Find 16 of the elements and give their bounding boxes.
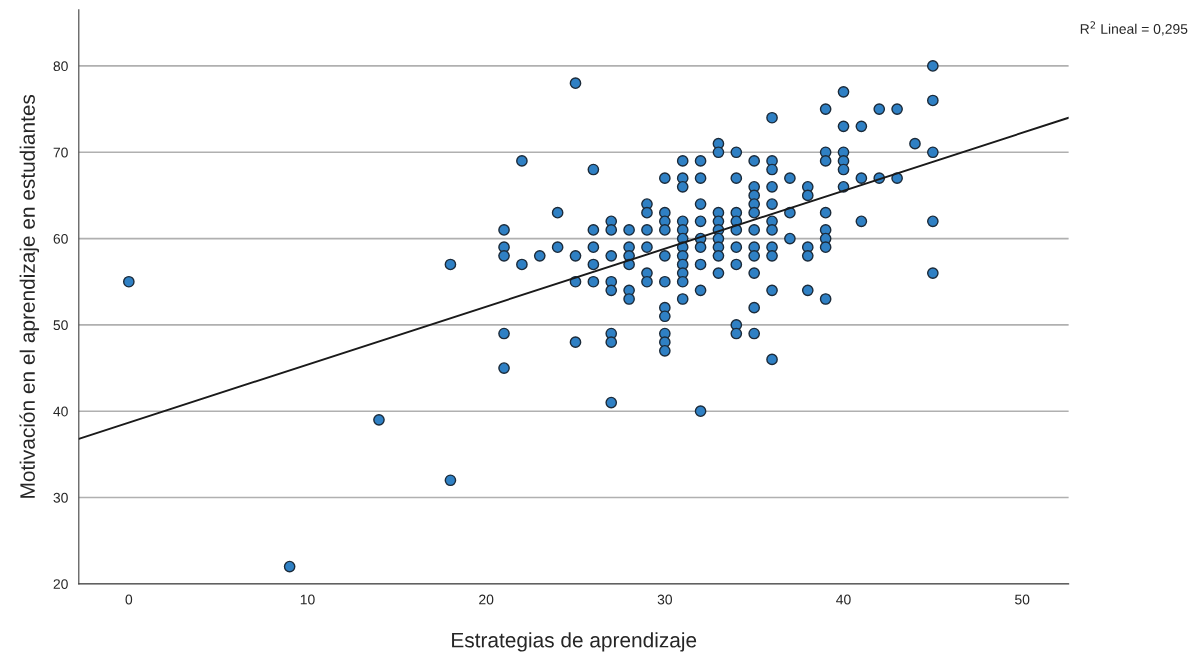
y-tick-label: 40 <box>53 406 68 417</box>
y-axis-title: Motivación en el aprendizaje en estudiantes <box>19 94 40 498</box>
y-tick-label: 60 <box>53 233 68 244</box>
y-tick-label: 70 <box>53 147 68 158</box>
x-tick-label: 50 <box>1015 594 1030 605</box>
x-tick-label: 40 <box>836 594 851 605</box>
y-tick-label: 20 <box>53 579 68 590</box>
y-tick-label: 50 <box>53 320 68 331</box>
y-tick-label: 30 <box>53 492 68 503</box>
x-tick-label: 0 <box>125 594 133 605</box>
y-tick-label: 80 <box>53 61 68 72</box>
text: R$^{2}$ Lineal = 0,295 <box>1080 21 1188 36</box>
x-tick-label: 20 <box>479 594 494 605</box>
x-axis-title: Estrategias de aprendizaje <box>452 632 697 652</box>
x-tick-label: 10 <box>300 594 315 605</box>
x-tick-label: 30 <box>657 594 673 605</box>
